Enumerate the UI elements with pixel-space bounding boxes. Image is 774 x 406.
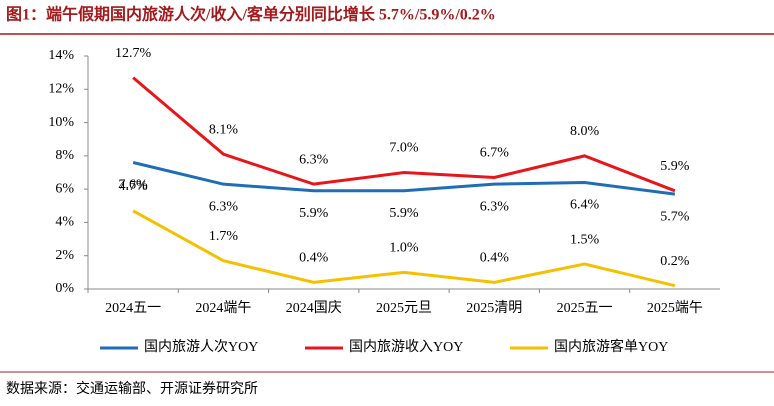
- data-label: 6.4%: [570, 198, 600, 213]
- data-label: 6.3%: [480, 199, 510, 214]
- y-tick-label: 10%: [48, 115, 74, 130]
- chart-title: 图1：端午假期国内旅游人次/收入/客单分别同比增长 5.7%/5.9%/0.2%: [6, 5, 496, 24]
- data-label: 5.9%: [660, 159, 690, 174]
- y-tick-label: 0%: [55, 281, 74, 296]
- data-label: 1.0%: [389, 241, 419, 256]
- y-tick-label: 12%: [48, 82, 74, 97]
- data-label: 0.4%: [299, 251, 329, 266]
- series-line: [132, 76, 676, 193]
- legend-label: 国内旅游客单YOY: [554, 338, 668, 355]
- x-tick-label: 2024五一: [105, 301, 161, 316]
- data-label: 6.3%: [299, 152, 329, 167]
- data-label: 5.9%: [299, 206, 329, 221]
- data-label: 6.7%: [480, 146, 510, 161]
- legend-label: 国内旅游人次YOY: [144, 339, 258, 355]
- y-tick-label: 14%: [48, 48, 74, 63]
- x-tick-label: 2024国庆: [286, 300, 342, 316]
- x-tick-label: 2025元旦: [376, 301, 432, 316]
- data-label: 0.4%: [480, 251, 510, 266]
- data-label: 6.3%: [209, 199, 239, 214]
- x-tick-label: 2025清明: [466, 300, 522, 316]
- data-label: 8.0%: [570, 124, 600, 139]
- data-label: 0.2%: [660, 254, 690, 269]
- y-tick-label: 8%: [55, 148, 74, 163]
- series-line: [132, 161, 676, 196]
- data-label: 1.7%: [209, 229, 239, 244]
- data-label: 7.0%: [389, 141, 419, 156]
- legend-label: 国内旅游收入YOY: [349, 339, 463, 355]
- data-label: 7.6%: [119, 178, 149, 193]
- data-label: 8.1%: [209, 122, 239, 137]
- source-note: 数据来源：交通运输部、开源证券研究所: [6, 380, 258, 397]
- data-label: 5.9%: [389, 206, 419, 221]
- data-label: 12.7%: [115, 46, 152, 61]
- y-tick-label: 4%: [55, 215, 74, 230]
- y-tick-label: 2%: [55, 248, 74, 263]
- x-tick-label: 2025五一: [557, 301, 613, 316]
- x-tick-label: 2025端午: [647, 300, 703, 316]
- data-label: 4.7%: [119, 179, 149, 194]
- series-line: [132, 209, 676, 288]
- data-label: 5.7%: [660, 209, 690, 224]
- y-tick-label: 6%: [55, 181, 74, 196]
- data-label: 1.5%: [570, 232, 600, 247]
- x-tick-label: 2024端午: [195, 300, 251, 316]
